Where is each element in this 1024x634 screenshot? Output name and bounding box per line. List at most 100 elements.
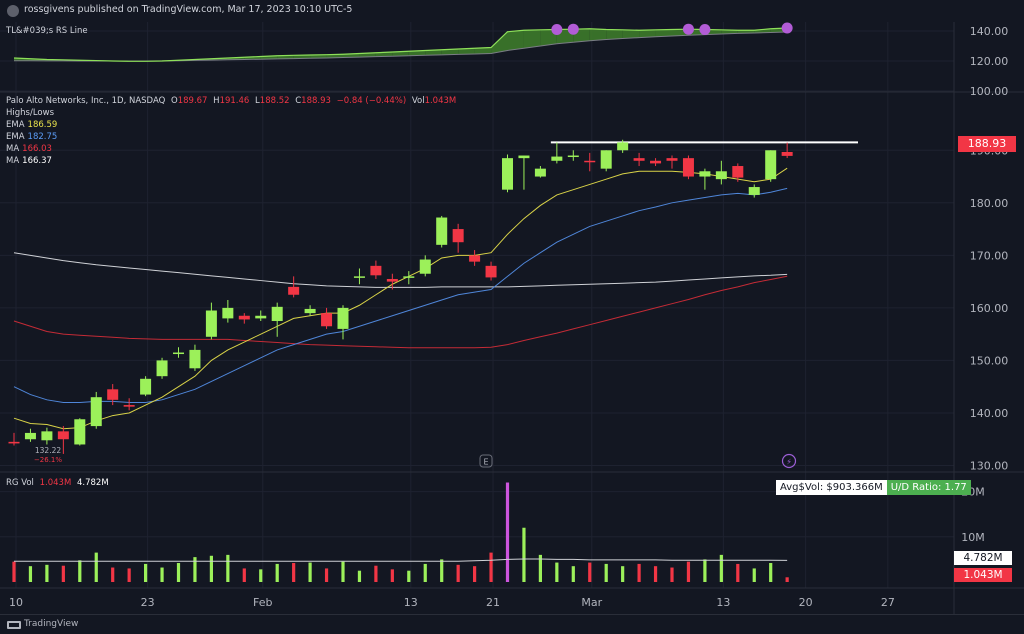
price-tick-label: 130.00: [970, 459, 1009, 472]
rs-area-segment: [507, 30, 524, 51]
rs-area-segment: [491, 31, 508, 54]
ohlc-vol-label: Vol: [411, 96, 425, 106]
time-axis-label: 23: [141, 596, 155, 609]
volume-bar: [324, 568, 329, 582]
ohlc-low: 188.52: [259, 96, 290, 106]
volume-bar: [390, 569, 394, 582]
candle-body: [8, 441, 20, 444]
ohlc-change: −0.84 (−0.44%): [336, 96, 407, 106]
rs-area-segment: [540, 29, 557, 46]
volume-bar: [407, 570, 411, 582]
price-tick-label: 160.00: [970, 302, 1009, 315]
time-axis-label: 20: [799, 596, 813, 609]
volume-bar: [160, 567, 164, 582]
tradingview-logo-icon: [7, 621, 21, 629]
volume-bar: [686, 561, 691, 582]
candle-body: [781, 152, 793, 156]
time-axis-label: 13: [716, 596, 730, 609]
indicator-value: 186.59: [27, 120, 58, 130]
indicator-value: 166.37: [22, 156, 52, 166]
volume-bar: [456, 564, 460, 582]
rs-area-segment: [408, 50, 426, 56]
ohlc-close: 188.93: [301, 96, 331, 106]
rs-tick-label: 120.00: [970, 55, 1009, 68]
indicator-ma-white[interactable]: MA 166.37: [6, 155, 52, 167]
volume-bar: [571, 566, 575, 582]
price-tick-label: 170.00: [970, 249, 1009, 262]
rs-area-segment: [523, 29, 541, 49]
volume-bar: [341, 561, 345, 582]
ohlc-close-label: C: [295, 96, 302, 106]
ohlc-high: 191.46: [219, 96, 250, 106]
candle-body: [90, 397, 102, 427]
indicator-ma-red[interactable]: MA 166.03: [6, 143, 52, 155]
volume-value-white: 4.782M: [77, 478, 109, 488]
volume-bar: [242, 568, 246, 582]
time-axis-label: 13: [404, 596, 418, 609]
volume-bar: [489, 552, 493, 582]
price-tick-label: 140.00: [970, 407, 1009, 420]
rs-area-segment: [622, 29, 640, 39]
volume-bar: [703, 559, 707, 582]
candle-body: [765, 150, 777, 180]
time-axis-label: 27: [881, 596, 895, 609]
rs-area-segment: [425, 49, 442, 56]
candle-body: [584, 160, 596, 163]
ohlc-open-label: O: [171, 96, 178, 106]
candle-body: [732, 166, 744, 178]
volume-legend[interactable]: RG Vol 1.043M 4.782M: [6, 477, 109, 489]
symbol-legend[interactable]: Palo Alto Networks, Inc., 1D, NASDAQ O18…: [6, 95, 456, 107]
volume-bar: [538, 554, 542, 582]
candle-body: [57, 431, 69, 440]
volume-stats-box: Avg$Vol: $903.366M U/D Ratio: 1.77: [776, 480, 971, 495]
rs-area-segment: [458, 48, 475, 55]
rs-new-high-marker: [682, 23, 694, 35]
ema-slow-line: [13, 187, 788, 403]
volume-value-red: 1.043M: [39, 478, 72, 488]
time-axis-label: Feb: [253, 596, 272, 609]
candle-body: [600, 150, 612, 169]
volume-bar: [522, 527, 526, 582]
volume-bar: [637, 563, 641, 582]
last-price-badge: 188.93: [958, 136, 1016, 152]
indicator-ema-fast[interactable]: EMA 186.59: [6, 119, 57, 131]
highs-lows-label[interactable]: Highs/Lows: [6, 108, 54, 118]
volume-bar: [736, 563, 740, 582]
rs-line-layer: [13, 22, 793, 62]
candle-body: [469, 255, 481, 262]
indicator-ema-slow[interactable]: EMA 182.75: [6, 131, 57, 143]
low-pct-annotation: −26.1%: [34, 456, 62, 464]
ohlc-open: 189.67: [177, 96, 208, 106]
candle-body: [321, 313, 333, 327]
rs-area-segment: [293, 55, 311, 59]
volume-bar: [259, 569, 263, 582]
candle-body: [567, 155, 579, 158]
candle-body: [156, 360, 168, 377]
rs-line-label[interactable]: TL&#039;s RS Line: [6, 26, 88, 36]
candle-body: [189, 349, 201, 369]
earnings-event-icon[interactable]: [479, 454, 493, 468]
candle-body: [337, 307, 349, 329]
volume-bar: [588, 562, 592, 582]
rs-area-segment: [474, 47, 492, 54]
avg-volume-badge: 4.782M: [954, 551, 1012, 565]
volume-bar: [111, 567, 115, 582]
volume-bar: [176, 563, 181, 582]
time-axis-label: 10: [9, 596, 23, 609]
ma-white-line: [13, 252, 788, 288]
candle-body: [682, 158, 694, 177]
volume-bar: [308, 562, 312, 582]
indicator-name: EMA: [6, 120, 25, 130]
volume-bar: [12, 561, 16, 582]
volume-bar: [275, 563, 279, 582]
rs-area-segment: [310, 54, 327, 59]
ohlc-volume: 1.043M: [424, 96, 457, 106]
dividend-event-icon[interactable]: [781, 453, 797, 469]
chart-canvas[interactable]: 190.00180.00170.00160.00150.00140.00130.…: [0, 0, 1024, 614]
low-price-annotation: 132.22: [35, 446, 61, 455]
candle-body: [173, 352, 184, 355]
dividend-event-label: ⚡: [786, 458, 792, 467]
candle-body: [666, 158, 678, 161]
publish-bar: rossgivens published on TradingView.com,…: [0, 0, 1024, 22]
tradingview-brand[interactable]: TradingView: [24, 619, 79, 629]
